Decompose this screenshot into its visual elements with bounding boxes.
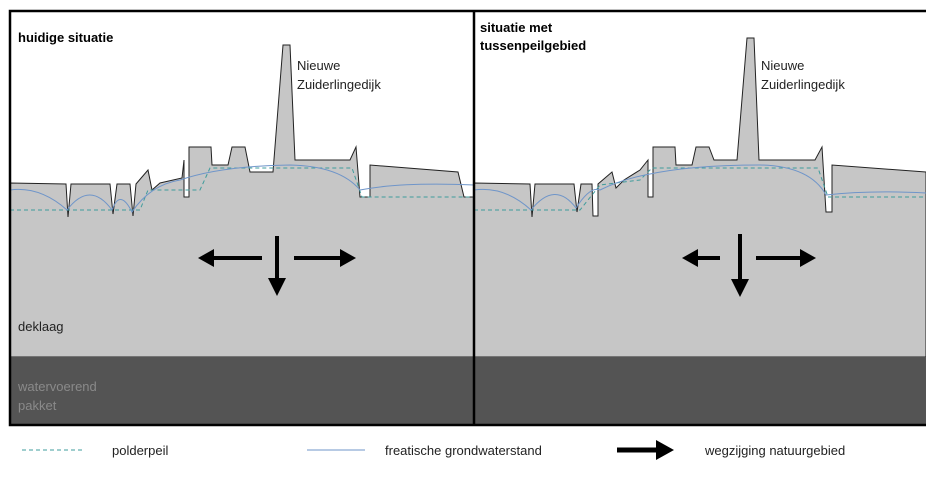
dike-label: Zuiderlingedijk [761,77,845,92]
diagram: huidige situatie Nieuwe Zuiderlingedijk … [0,0,926,477]
layer-label: watervoerend [17,379,97,394]
dike-label: Nieuwe [297,58,340,73]
layer-label: deklaag [18,319,64,334]
legend-label: freatische grondwaterstand [385,443,542,458]
panel-title: tussenpeilgebied [480,38,586,53]
panel-title: situatie met [480,20,553,35]
legend-label: wegzijging natuurgebied [704,443,845,458]
legend-label: polderpeil [112,443,168,458]
dike-label: Nieuwe [761,58,804,73]
layer-label: pakket [18,398,57,413]
panel-title: huidige situatie [18,30,113,45]
aquifer [474,357,926,425]
dike-label: Zuiderlingedijk [297,77,381,92]
legend: polderpeil freatische grondwaterstand we… [22,440,845,460]
